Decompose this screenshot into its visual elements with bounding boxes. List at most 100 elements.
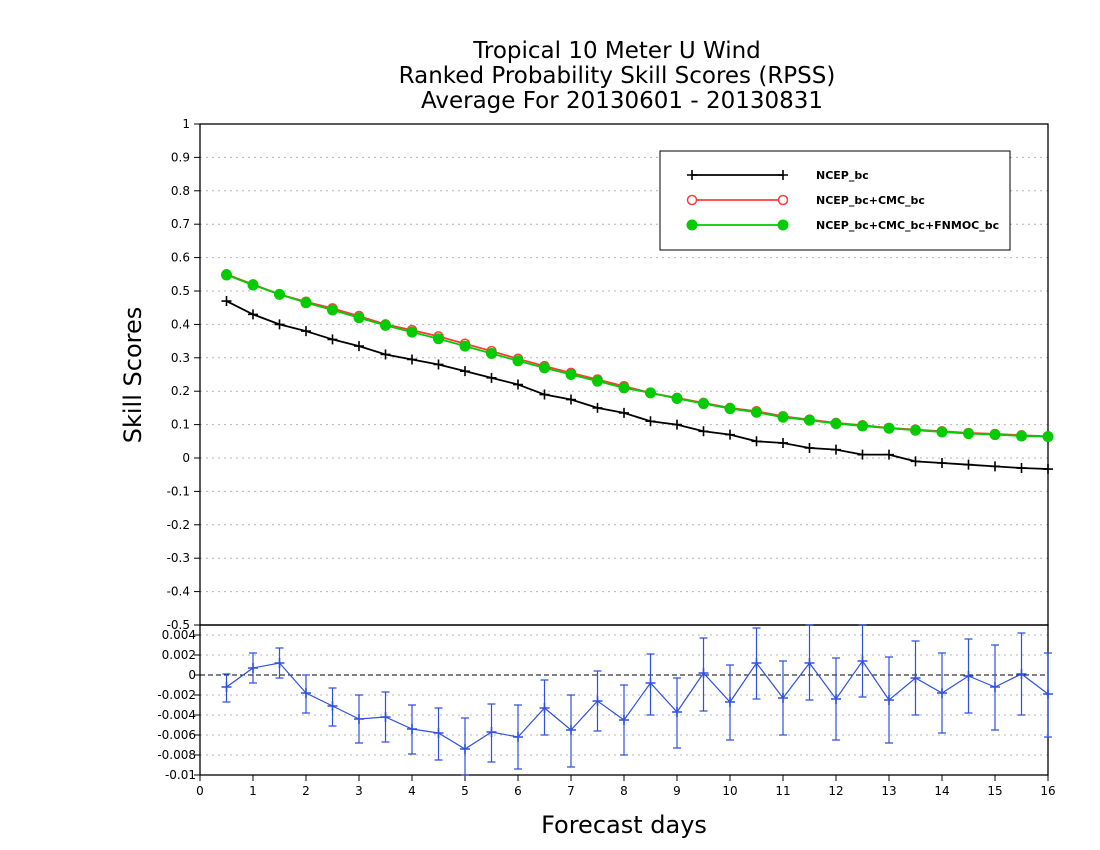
data-point xyxy=(221,296,232,307)
y-tick-label: 0.8 xyxy=(171,184,190,198)
y-tick-label: -0.3 xyxy=(167,551,190,565)
difference-point xyxy=(751,658,762,668)
data-point xyxy=(592,375,603,387)
bottom-panel-grid xyxy=(200,634,1048,756)
data-point xyxy=(857,420,868,432)
data-point xyxy=(380,349,391,360)
data-point xyxy=(619,407,629,418)
data-point xyxy=(698,426,709,437)
series-layer xyxy=(221,269,1054,475)
data-point xyxy=(645,387,656,399)
data-point xyxy=(1016,463,1027,474)
data-point xyxy=(407,354,417,365)
legend-marker xyxy=(778,170,788,180)
difference-point xyxy=(698,668,709,678)
data-point xyxy=(698,398,709,410)
x-axis-label: Forecast days xyxy=(541,811,707,839)
data-point xyxy=(459,340,471,352)
chart-title: Tropical 10 Meter U Wind Ranked Probabil… xyxy=(399,38,836,114)
difference-point xyxy=(725,697,735,707)
x-tick-label: 2 xyxy=(302,784,310,798)
difference-point xyxy=(857,656,868,666)
series-2 xyxy=(221,269,1054,443)
difference-point xyxy=(274,658,285,668)
y-tick-label: 1 xyxy=(182,117,190,131)
data-point xyxy=(884,449,894,460)
data-point xyxy=(1043,464,1053,475)
y-tick-label: 0.004 xyxy=(162,628,196,642)
series-1 xyxy=(221,269,1054,442)
difference-point xyxy=(460,744,470,754)
data-point xyxy=(539,362,550,374)
difference-point xyxy=(592,696,603,706)
data-point xyxy=(566,394,576,405)
data-point xyxy=(804,442,815,453)
difference-point xyxy=(566,725,576,735)
data-point xyxy=(433,333,444,345)
data-point xyxy=(778,437,788,448)
y-tick-label: -0.01 xyxy=(165,768,196,782)
x-tick-label: 5 xyxy=(461,784,469,798)
difference-point xyxy=(937,688,947,698)
difference-point xyxy=(1016,669,1027,679)
data-point xyxy=(300,297,312,309)
x-tick-label: 10 xyxy=(722,784,737,798)
data-point xyxy=(406,326,418,338)
difference-point xyxy=(910,673,921,683)
difference-point xyxy=(1043,689,1053,699)
y-tick-label: 0.5 xyxy=(171,284,190,298)
data-point xyxy=(910,456,921,467)
y-tick-label: -0.1 xyxy=(167,484,190,498)
x-tick-label: 9 xyxy=(673,784,681,798)
legend-item: NCEP_bc+CMC_bc+FNMOC_bc xyxy=(686,219,999,232)
x-tick-label: 6 xyxy=(514,784,522,798)
legend-marker xyxy=(686,194,698,206)
difference-point xyxy=(539,703,550,713)
series-line xyxy=(226,273,1049,438)
difference-point xyxy=(380,712,391,722)
x-tick-label: 15 xyxy=(987,784,1002,798)
y-tick-label: 0.4 xyxy=(171,317,190,331)
data-point xyxy=(327,304,338,316)
data-point xyxy=(354,341,364,352)
x-tick-label: 13 xyxy=(881,784,896,798)
difference-point xyxy=(804,658,815,668)
x-tick-label: 7 xyxy=(567,784,575,798)
difference-point xyxy=(672,707,682,717)
difference-line xyxy=(226,659,1049,750)
data-point xyxy=(513,379,523,390)
data-point xyxy=(831,444,841,455)
y-axis-label: Skill Scores xyxy=(119,307,147,444)
data-point xyxy=(857,449,868,460)
data-point xyxy=(671,393,683,405)
data-point xyxy=(274,288,285,300)
y-tick-label: 0 xyxy=(182,451,190,465)
data-point xyxy=(883,422,895,434)
difference-point xyxy=(963,671,974,681)
y-tick-label: -0.2 xyxy=(167,518,190,532)
x-tick-label: 16 xyxy=(1040,784,1055,798)
data-point xyxy=(672,419,682,430)
series-line xyxy=(226,274,1049,438)
difference-point xyxy=(486,727,497,737)
difference-point xyxy=(248,663,258,673)
difference-point xyxy=(884,695,894,705)
x-tick-label: 14 xyxy=(934,784,949,798)
x-tick-label: 8 xyxy=(620,784,628,798)
difference-point xyxy=(407,724,417,734)
title-line-2: Ranked Probability Skill Scores (RPSS) xyxy=(399,63,836,89)
data-point xyxy=(910,424,921,436)
data-point xyxy=(936,426,948,438)
difference-point xyxy=(619,715,629,725)
legend-marker xyxy=(686,219,698,231)
data-point xyxy=(963,428,974,440)
y-tick-label: 0.2 xyxy=(171,384,190,398)
y-tick-label: -0.4 xyxy=(167,585,190,599)
data-point xyxy=(274,319,285,330)
x-tick-label: 0 xyxy=(196,784,204,798)
data-point xyxy=(751,406,762,418)
data-point xyxy=(353,312,365,324)
data-point xyxy=(1016,430,1027,442)
data-point xyxy=(963,459,974,470)
